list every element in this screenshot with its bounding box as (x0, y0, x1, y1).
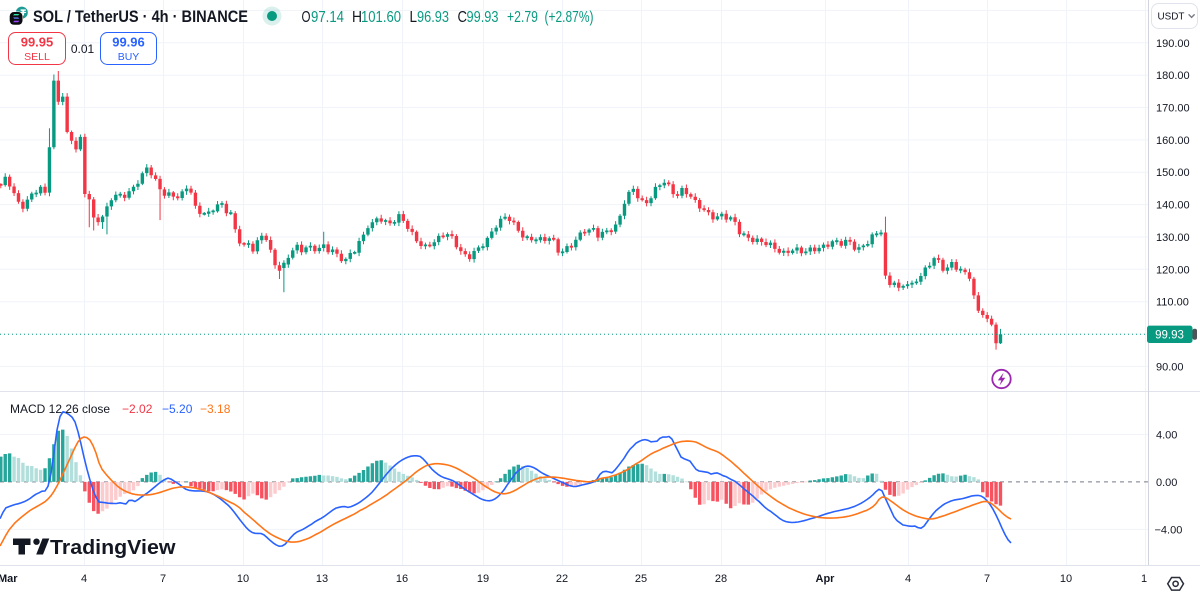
svg-text:0.00: 0.00 (1156, 477, 1177, 489)
svg-text:96.93: 96.93 (417, 9, 449, 26)
svg-text:BUY: BUY (118, 51, 140, 63)
svg-text:−3.18: −3.18 (200, 402, 231, 416)
svg-text:97.14: 97.14 (311, 9, 344, 26)
svg-text:TradingView: TradingView (50, 537, 176, 559)
svg-text:22: 22 (556, 573, 568, 585)
svg-text:SELL: SELL (24, 51, 50, 63)
svg-text:90.00: 90.00 (1156, 361, 1184, 373)
svg-text:H: H (352, 9, 362, 26)
svg-text:99.95: 99.95 (21, 35, 54, 50)
svg-text:99.96: 99.96 (112, 35, 145, 50)
svg-text:28: 28 (715, 573, 727, 585)
svg-text:120.00: 120.00 (1156, 264, 1190, 276)
svg-text:99.93: 99.93 (1155, 330, 1184, 342)
svg-text:USDT: USDT (1158, 11, 1186, 23)
svg-text:(+2.87%): (+2.87%) (545, 9, 594, 26)
svg-text:−5.20: −5.20 (162, 402, 193, 416)
svg-text:150.00: 150.00 (1156, 167, 1190, 179)
svg-text:−4.00: −4.00 (1155, 524, 1183, 536)
svg-text:4: 4 (905, 573, 911, 585)
svg-text:101.60: 101.60 (361, 9, 401, 26)
svg-text:16: 16 (396, 573, 408, 585)
svg-text:160.00: 160.00 (1156, 135, 1190, 147)
svg-text:4: 4 (81, 573, 87, 585)
svg-text:7: 7 (984, 573, 990, 585)
svg-text:SOL / TetherUS · 4h · BINANCE: SOL / TetherUS · 4h · BINANCE (33, 7, 248, 26)
svg-text:10: 10 (1060, 573, 1072, 585)
svg-text:19: 19 (477, 573, 489, 585)
svg-text:110.00: 110.00 (1156, 297, 1189, 309)
svg-text:L: L (410, 9, 418, 26)
svg-text:140.00: 140.00 (1156, 200, 1190, 212)
svg-text:1: 1 (1141, 573, 1147, 585)
svg-text:7: 7 (160, 573, 166, 585)
svg-text:0.01: 0.01 (71, 42, 95, 56)
svg-text:180.00: 180.00 (1156, 70, 1190, 82)
svg-text:+2.79: +2.79 (507, 9, 538, 26)
svg-text:190.00: 190.00 (1156, 38, 1190, 50)
svg-text:C: C (458, 9, 468, 26)
svg-text:MACD 12 26 close: MACD 12 26 close (10, 402, 110, 416)
svg-text:130.00: 130.00 (1156, 232, 1190, 244)
svg-text:99.93: 99.93 (467, 9, 499, 26)
svg-text:O: O (302, 9, 311, 26)
svg-text:Mar: Mar (0, 573, 18, 585)
svg-text:4.00: 4.00 (1156, 429, 1177, 441)
svg-text:−2.02: −2.02 (122, 402, 153, 416)
svg-text:25: 25 (635, 573, 647, 585)
svg-text:Apr: Apr (816, 573, 836, 585)
svg-text:170.00: 170.00 (1156, 103, 1190, 115)
svg-text:10: 10 (237, 573, 249, 585)
svg-text:13: 13 (316, 573, 328, 585)
